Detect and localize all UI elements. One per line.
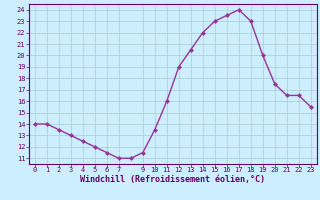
X-axis label: Windchill (Refroidissement éolien,°C): Windchill (Refroidissement éolien,°C) (80, 175, 265, 184)
